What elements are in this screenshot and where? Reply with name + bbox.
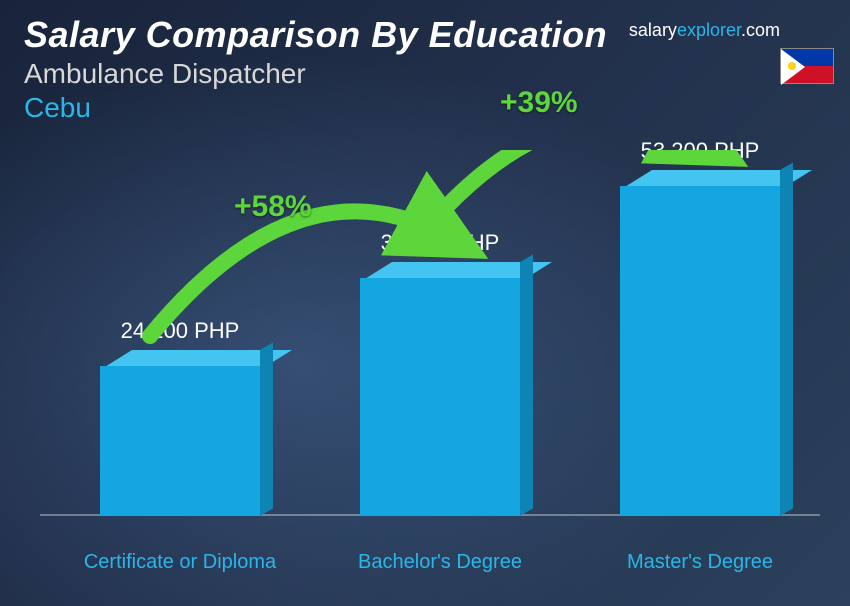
bar: 53,200 PHPMaster's Degree <box>620 186 780 516</box>
bar-front <box>620 186 780 516</box>
bar: 24,200 PHPCertificate or Diploma <box>100 366 260 516</box>
bar-chart: 24,200 PHPCertificate or Diploma38,300 P… <box>60 150 810 586</box>
bar-side-face <box>780 162 793 516</box>
bar-value: 24,200 PHP <box>70 318 290 344</box>
bar-front <box>100 366 260 516</box>
increase-label: +58% <box>234 190 312 224</box>
chart-subtitle: Ambulance Dispatcher <box>24 58 826 90</box>
brand-accent: explorer <box>677 20 741 40</box>
bar-front <box>360 278 520 516</box>
chart-location: Cebu <box>24 92 826 124</box>
bar-label: Certificate or Diploma <box>70 551 290 574</box>
brand-logo: salaryexplorer.com <box>629 20 780 41</box>
philippines-flag-icon <box>780 48 834 84</box>
bar-side-face <box>520 254 533 516</box>
bar: 38,300 PHPBachelor's Degree <box>360 278 520 516</box>
brand-prefix: salary <box>629 20 677 40</box>
brand-suffix: .com <box>741 20 780 40</box>
bar-side-face <box>260 342 273 516</box>
increase-label: +39% <box>500 86 578 120</box>
bar-label: Master's Degree <box>590 551 810 574</box>
bar-label: Bachelor's Degree <box>330 551 550 574</box>
bar-value: 53,200 PHP <box>590 138 810 164</box>
bar-value: 38,300 PHP <box>330 230 550 256</box>
